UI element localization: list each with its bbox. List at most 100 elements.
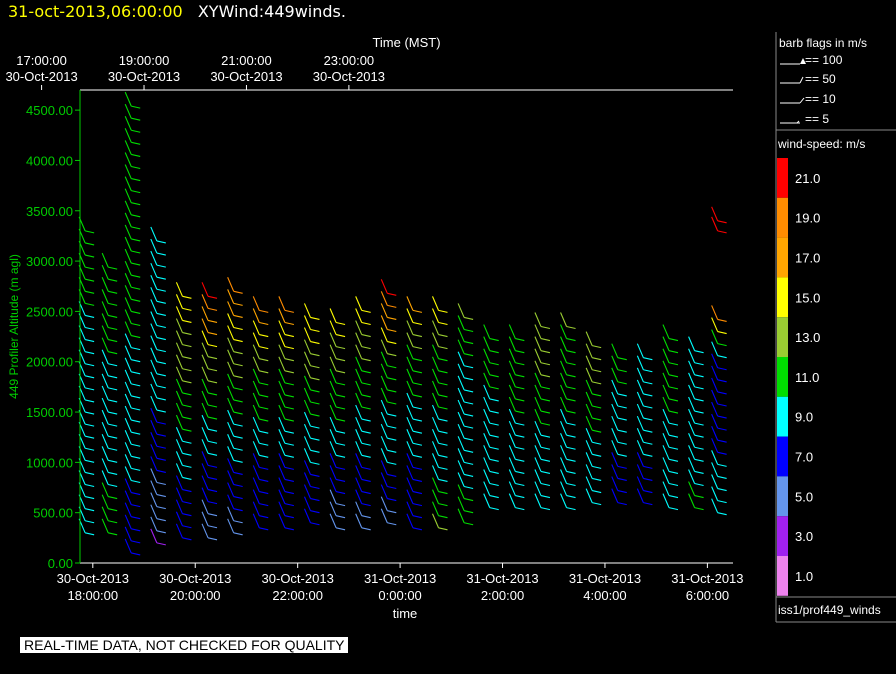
wind-barb (101, 458, 109, 473)
wind-barb-flag (259, 334, 269, 338)
title-plot-name: XYWind:449winds. (197, 2, 346, 21)
wind-barb (432, 344, 440, 359)
wind-barb (175, 463, 183, 478)
wind-barb (329, 441, 337, 456)
wind-barb-flag (643, 453, 653, 457)
wind-barb-flag (515, 482, 525, 487)
y-tick-label: 4500.00 (26, 103, 73, 118)
wind-barb-flag (694, 362, 704, 366)
wind-barb-flag (310, 473, 320, 477)
wind-barb (175, 318, 183, 333)
wind-barb (124, 248, 132, 264)
wind-barb-flag (207, 368, 218, 372)
wind-barb (457, 508, 465, 523)
wind-barb (380, 375, 388, 391)
wind-barb (483, 408, 491, 424)
wind-barb (355, 429, 363, 444)
wind-barb-flag (182, 368, 192, 372)
wind-barb-flag (233, 447, 243, 451)
wind-barb (227, 494, 235, 509)
wind-barb (175, 427, 183, 442)
wind-barb (278, 296, 286, 311)
wind-barb-flag (361, 382, 371, 386)
wind-barb-flag (108, 532, 118, 536)
wind-barb (355, 441, 363, 456)
wind-barb (124, 260, 132, 276)
wind-barb (406, 332, 414, 347)
wind-barb (636, 379, 644, 395)
wind-barb (124, 212, 132, 228)
wind-barb-flag (233, 351, 243, 355)
wind-barb-flag (108, 351, 118, 355)
wind-barb (252, 380, 260, 396)
wind-barb-flag (617, 393, 627, 397)
wind-barb-flag (182, 404, 192, 408)
wind-barb-flag (131, 274, 141, 278)
wind-barb (662, 372, 670, 388)
wind-barb-flag (131, 419, 141, 423)
wind-barb-flag (108, 387, 118, 391)
wind-barb (227, 458, 235, 473)
wind-barb-flag (335, 478, 346, 483)
speed-color-swatch (777, 436, 788, 477)
wind-barb-flag (387, 522, 397, 526)
wind-barb (560, 336, 568, 351)
wind-barb-flag (361, 321, 371, 326)
speed-color-swatch (777, 476, 788, 517)
wind-barb (201, 414, 209, 430)
wind-barb-flag (233, 496, 243, 500)
wind-barb (252, 465, 260, 480)
wind-barb (711, 365, 719, 381)
wind-barb-flag (284, 394, 294, 398)
wind-barb (380, 472, 388, 487)
wind-barb (711, 413, 719, 429)
wind-barb-flag (156, 421, 166, 425)
wind-barb (662, 445, 670, 460)
wind-barb (124, 405, 132, 421)
wind-barb-flag (335, 370, 346, 374)
wind-barb-flag (131, 443, 141, 447)
bottom-tick-date: 31-Oct-2013 (671, 571, 743, 586)
wind-barb (201, 318, 209, 333)
wind-barb-flag (717, 427, 727, 431)
wind-barb (201, 475, 209, 490)
wind-barb (711, 389, 719, 405)
wind-barb (534, 372, 542, 388)
wind-barb (662, 360, 670, 376)
wind-barb-flag (515, 470, 525, 474)
wind-barb-flag (284, 515, 294, 519)
wind-barb (611, 476, 619, 491)
wind-barb (355, 296, 363, 311)
wind-barb-flag (387, 437, 397, 441)
wind-barb-flag (463, 401, 474, 405)
wind-barb-flag (387, 449, 397, 453)
wind-barb-flag (207, 307, 218, 311)
wind-barb-flag (207, 428, 218, 432)
y-tick-label: 3000.00 (26, 254, 73, 269)
wind-barb-flag (668, 458, 679, 462)
barb-legend-label: == 50 (805, 72, 836, 86)
wind-barb-flag (156, 469, 166, 473)
wind-barb-flag (335, 406, 346, 410)
wind-barb-flag (592, 381, 602, 385)
wind-barb (380, 496, 388, 511)
wind-barb (711, 462, 719, 477)
wind-barb (662, 481, 670, 496)
wind-barb-flag (207, 476, 218, 480)
wind-barb (483, 360, 491, 376)
wind-barb-flag (643, 502, 653, 506)
wind-barb-flag (233, 532, 243, 536)
wind-barb (252, 392, 260, 408)
wind-barb-flag (438, 334, 448, 338)
wind-barb (534, 408, 542, 424)
wind-barb (227, 434, 235, 449)
wind-barb-flag (361, 466, 371, 470)
wind-barb-flag (643, 381, 653, 385)
wind-barb (611, 403, 619, 419)
wind-barb-flag (131, 335, 141, 339)
wind-barb-flag (108, 411, 118, 415)
wind-barb-flag (387, 328, 397, 333)
wind-barb-flag (131, 286, 141, 290)
wind-barb (175, 342, 183, 357)
wind-barb-flag (540, 507, 551, 511)
